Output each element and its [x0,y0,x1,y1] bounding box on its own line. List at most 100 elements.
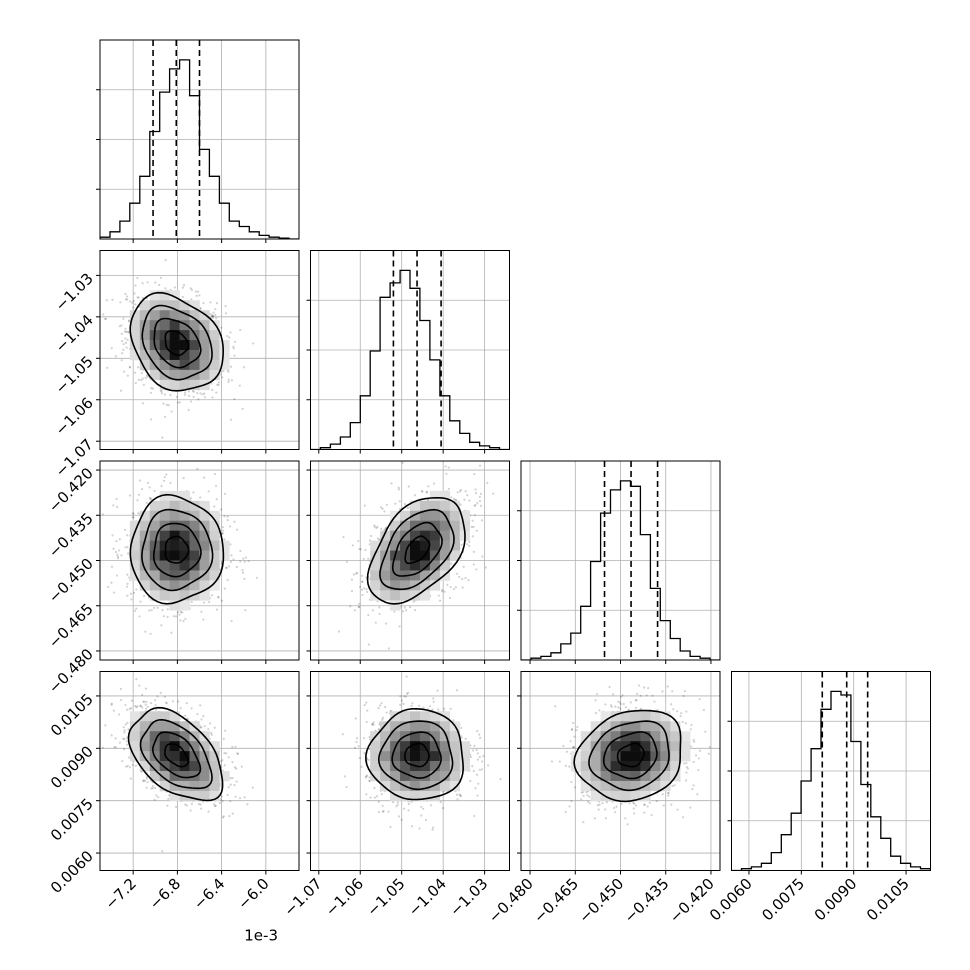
density-bin [129,721,141,732]
scatter-point [154,708,158,712]
scatter-point [200,726,203,729]
scatter-point [197,398,200,401]
density-bin [429,490,441,502]
density-bin [139,550,151,561]
density-bin [159,540,170,551]
density-bin [159,780,170,792]
density-bin [199,751,210,762]
scatter-point [390,482,393,485]
scatter-point [218,801,222,804]
scatter-point [420,490,424,493]
density-bin [209,741,220,752]
scatter-point [380,702,383,705]
scatter-point [140,488,144,491]
scatter-point [113,591,116,594]
scatter-point [146,481,149,484]
scatter-point [473,504,476,507]
scatter-point [450,562,453,565]
scatter-point [146,780,149,784]
scatter-point [363,587,366,590]
scatter-point [164,393,167,396]
scatter-point [225,566,228,569]
scatter-point [182,477,185,480]
scatter-point [196,713,199,716]
density-bin [400,540,411,551]
scatter-point [359,548,362,551]
scatter-point [460,736,463,739]
scatter-point [350,578,354,581]
scatter-point [161,850,164,853]
scatter-point [396,803,399,806]
scatter-point [353,609,356,612]
scatter-point [126,573,129,576]
scatter-point [132,306,135,309]
contour-line [379,508,455,591]
scatter-point [464,576,467,580]
scatter-point [126,534,129,537]
scatter-point [190,600,193,604]
scatter-point [149,632,152,635]
scatter-point [233,354,236,357]
scatter-point [197,290,200,293]
scatter-point [126,295,129,298]
density-bin [400,510,411,521]
scatter-point [478,499,482,503]
scatter-point [476,501,479,505]
scatter-point [120,339,124,343]
density-bin [209,790,220,802]
scatter-point [135,706,138,709]
scatter-point [229,331,232,334]
scatter-point [414,609,417,612]
scatter-point [227,786,230,789]
scatter-point [149,497,152,500]
density-bin [189,751,200,762]
scatter-point [217,383,220,387]
scatter-point [210,594,214,597]
density-bin [199,580,210,591]
scatter-point [199,726,202,729]
density-bin [189,320,200,331]
scatter-point [126,764,129,768]
scatter-point [183,393,186,396]
density-bin [449,540,461,551]
scatter-point [156,606,159,609]
scatter-point [252,342,255,345]
scatter-point [158,283,161,287]
scatter-point [227,378,230,381]
density-bin [400,520,411,531]
density-bin [169,369,180,381]
density-bin [390,560,401,571]
scatter-point [429,705,432,708]
scatter-point [169,481,172,485]
density-bin [380,540,391,551]
scatter-point [223,538,226,541]
scatter-point [226,334,229,338]
scatter-point [219,760,223,763]
scatter-point [141,377,144,380]
scatter-point [145,777,148,780]
panel-1-0 [100,250,299,450]
density-bin [380,570,391,581]
density-bin [419,560,431,571]
scatter-point [153,699,157,702]
scatter-point [228,525,232,528]
scatter-point [126,374,129,377]
density-bin [149,741,160,752]
scatter-point [468,540,471,544]
density-bin [129,320,141,331]
density-bin [159,290,170,301]
scatter-point [101,746,105,749]
scatter-point [236,752,239,755]
scatter-point [387,647,390,650]
density-bin [169,761,180,772]
scatter-point [118,538,121,541]
scatter-point [110,581,113,584]
scatter-point [151,787,154,790]
scatter-point [397,488,401,491]
density-bin [429,580,441,591]
scatter-point [492,492,495,495]
scatter-point [211,315,214,318]
scatter-point [189,287,192,290]
scatter-point [223,515,226,518]
contour-line [139,718,213,790]
